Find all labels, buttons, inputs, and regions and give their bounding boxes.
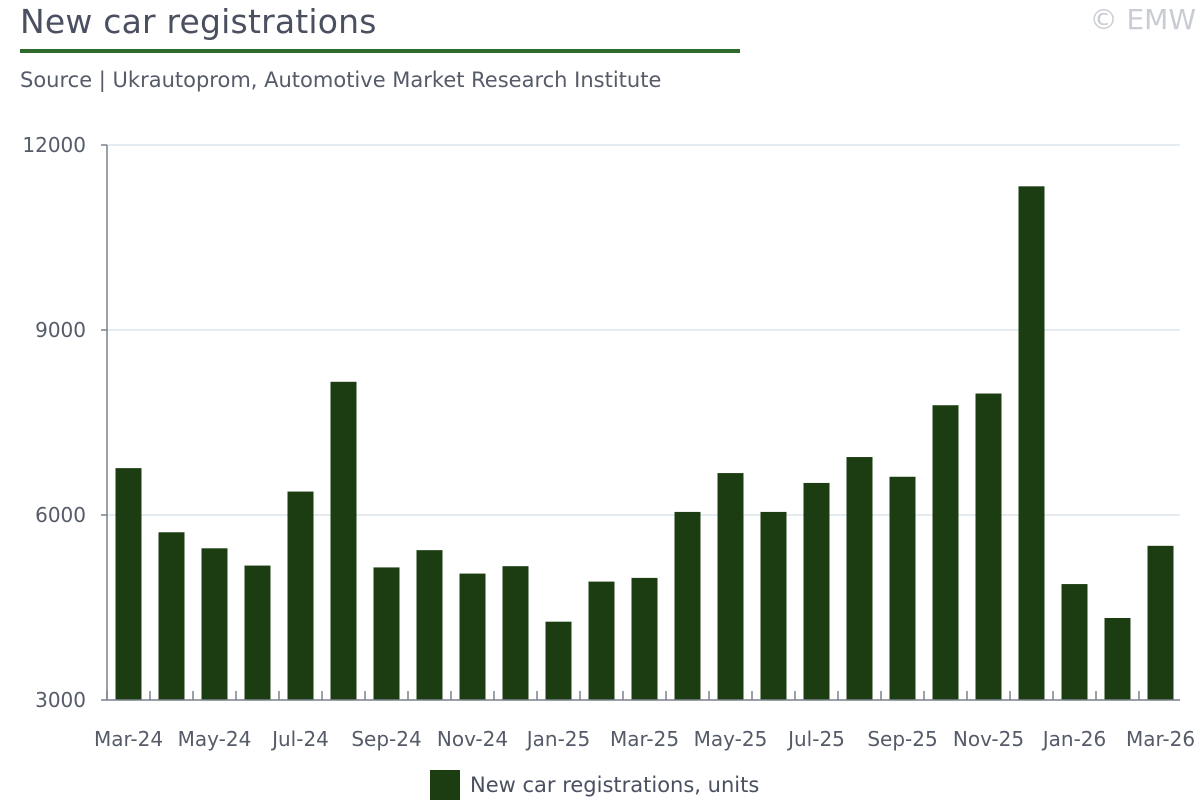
y-tick-label: 3000	[35, 688, 86, 712]
x-tick-label: Jan-25	[525, 727, 591, 751]
x-tick-label: May-24	[178, 727, 252, 751]
bar-Nov-25	[975, 393, 1002, 700]
x-tick-label: Jul-24	[270, 727, 329, 751]
bar-May-25	[717, 473, 744, 700]
bars	[115, 186, 1174, 701]
legend-swatch	[430, 770, 460, 800]
bar-Dec-24	[502, 566, 529, 700]
x-tick-labels: Mar-24 May-24 Jul-24 Sep-24 Nov-24 Jan-25 Mar-…	[94, 727, 1195, 751]
bar-Sep-24	[373, 567, 400, 700]
chart-title: New car registrations	[20, 2, 377, 41]
bar-Apr-24	[158, 532, 185, 700]
bar-May-24	[201, 548, 228, 700]
bar-Apr-25	[674, 511, 701, 700]
x-tick-label: May-25	[694, 727, 768, 751]
bar-Mar-24	[115, 468, 142, 700]
x-tick-label: Nov-25	[953, 727, 1024, 751]
legend: New car registrations, units	[430, 770, 759, 800]
x-tick-label: Sep-25	[867, 727, 937, 751]
bar-Jun-24	[244, 565, 271, 700]
x-tick-label: Jul-25	[786, 727, 845, 751]
chart-source: Source | Ukrautoprom, Automotive Market …	[20, 68, 662, 92]
x-tick-label: Mar-24	[94, 727, 163, 751]
legend-label: New car registrations, units	[470, 773, 760, 797]
copyright-mark: © EMW	[1089, 3, 1196, 36]
bar-Oct-24	[416, 550, 443, 700]
bar-Aug-24	[330, 381, 357, 700]
bar-Feb-25	[588, 581, 615, 700]
x-tick-label: Sep-24	[351, 727, 421, 751]
x-tick-label: Jan-26	[1041, 727, 1107, 751]
bar-Nov-24	[459, 573, 486, 700]
title-underline	[20, 49, 740, 53]
bar-Mar-25	[631, 577, 658, 700]
bar-Mar-26	[1147, 545, 1174, 700]
x-tick-label: Nov-24	[437, 727, 508, 751]
bar-Jan-26	[1061, 584, 1088, 700]
bar-Jul-25	[803, 482, 830, 700]
bar-Jul-24	[287, 491, 314, 700]
y-tick-label: 9000	[35, 318, 86, 342]
x-tick-label: Mar-25	[610, 727, 679, 751]
y-tick-labels: 3000 6000 9000 12000	[22, 133, 86, 712]
bar-Oct-25	[932, 405, 959, 700]
bar-Sep-25	[889, 476, 916, 700]
bar-Dec-25	[1018, 186, 1045, 701]
axes	[106, 145, 1180, 701]
x-tick-label: Mar-26	[1126, 727, 1195, 751]
bar-Feb-26	[1104, 617, 1131, 700]
bar-Jun-25	[760, 511, 787, 700]
bar-Aug-25	[846, 457, 873, 700]
y-tick-label: 12000	[22, 133, 86, 157]
bar-Jan-25	[545, 621, 572, 700]
y-tick-label: 6000	[35, 503, 86, 527]
